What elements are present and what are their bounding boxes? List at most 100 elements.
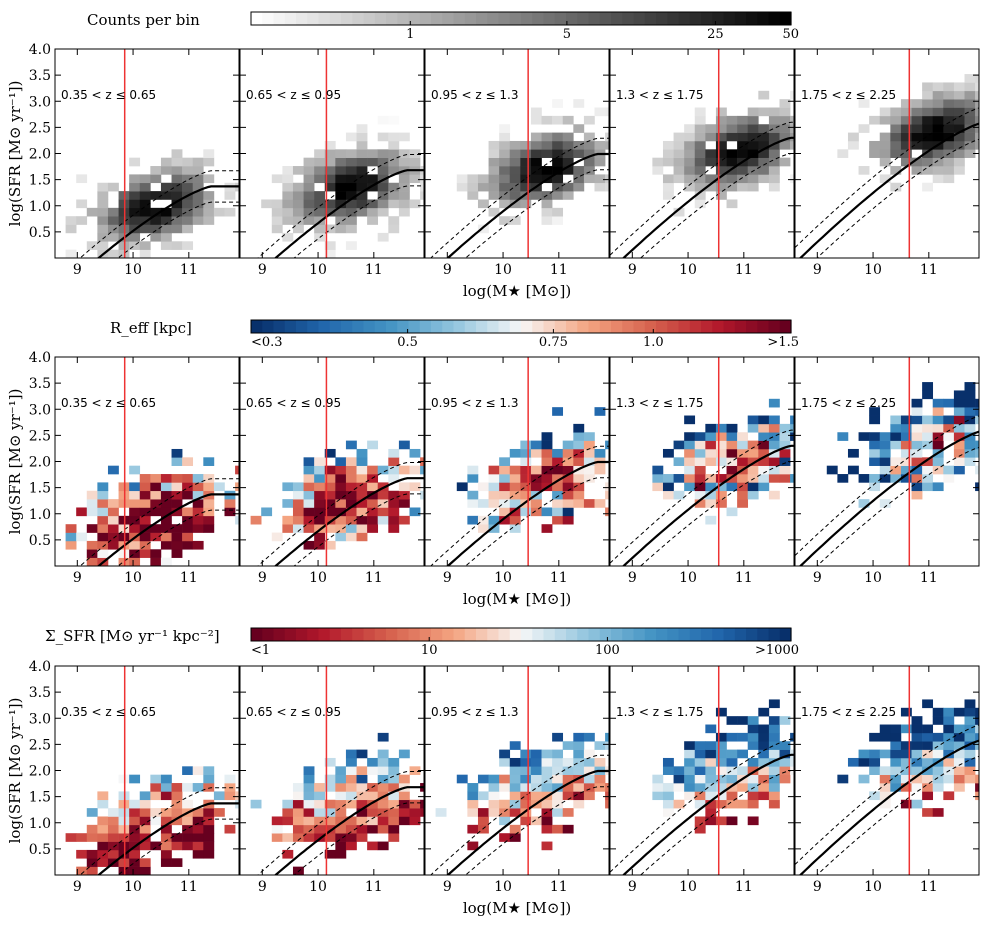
heatmap-cell bbox=[541, 166, 553, 175]
colorbar-step bbox=[532, 12, 545, 25]
heatmap-cell bbox=[953, 732, 965, 742]
heatmap-cell bbox=[932, 783, 944, 792]
main-sequence-upper bbox=[795, 107, 979, 248]
heatmap-cell bbox=[747, 474, 759, 483]
heatmap-cell bbox=[779, 457, 791, 466]
heatmap-cell bbox=[768, 448, 780, 458]
colorbar-step bbox=[262, 320, 275, 333]
heatmap-cell bbox=[715, 766, 727, 775]
heatmap-cell bbox=[65, 224, 77, 234]
heatmap-cell bbox=[171, 499, 183, 508]
heatmap-cell bbox=[107, 507, 119, 517]
colorbar-step bbox=[734, 320, 747, 333]
heatmap-cell bbox=[182, 490, 194, 500]
heatmap-cell bbox=[726, 732, 738, 742]
heatmap-cell bbox=[139, 841, 151, 851]
heatmap-cell bbox=[911, 99, 923, 108]
heatmap-cell bbox=[694, 482, 706, 492]
colorbar-step bbox=[757, 628, 770, 641]
heatmap-cell bbox=[499, 474, 511, 483]
heatmap-cell bbox=[726, 799, 738, 809]
colorbar-step bbox=[622, 320, 635, 333]
redshift-label: 1.3 < z ≤ 1.75 bbox=[616, 88, 703, 102]
heatmap-cell bbox=[552, 732, 564, 742]
heatmap-cell bbox=[890, 423, 902, 433]
heatmap-cell bbox=[203, 191, 215, 200]
heatmap-cell bbox=[488, 774, 500, 784]
main-sequence-lower bbox=[117, 201, 239, 258]
heatmap-cell bbox=[139, 241, 151, 250]
heatmap-cell bbox=[594, 741, 606, 750]
heatmap-cell bbox=[605, 174, 609, 184]
heatmap-cell bbox=[129, 774, 141, 784]
heatmap-cell bbox=[573, 749, 585, 759]
main-sequence-upper bbox=[79, 478, 239, 566]
heatmap-cell bbox=[583, 783, 595, 792]
heatmap-cell bbox=[150, 841, 162, 851]
y-tick-label: 4.0 bbox=[29, 659, 51, 675]
heatmap-cell bbox=[541, 749, 553, 759]
colorbar-step bbox=[408, 628, 421, 641]
heatmap-cell bbox=[975, 465, 979, 475]
heatmap-cell bbox=[182, 199, 194, 209]
heatmap-cell bbox=[182, 532, 194, 542]
heatmap-cell bbox=[97, 216, 109, 225]
heatmap-cell bbox=[224, 191, 236, 200]
heatmap-cell bbox=[377, 232, 389, 242]
heatmap-cell bbox=[932, 707, 944, 717]
heatmap-cell bbox=[139, 524, 151, 533]
heatmap-cell bbox=[97, 540, 109, 550]
heatmap-cell bbox=[869, 415, 881, 425]
heatmap-cell bbox=[139, 182, 151, 192]
heatmap-cell bbox=[499, 482, 511, 492]
heatmap-cell bbox=[726, 157, 738, 167]
heatmap-cell bbox=[224, 507, 236, 517]
heatmap-cell bbox=[594, 174, 606, 184]
heatmap-cell bbox=[943, 82, 955, 92]
heatmap-cell bbox=[922, 808, 934, 817]
heatmap-cell bbox=[726, 124, 738, 133]
heatmap-cell bbox=[879, 174, 891, 184]
heatmap-cell bbox=[943, 124, 955, 133]
heatmap-cell bbox=[192, 524, 204, 533]
panel-content bbox=[795, 49, 979, 258]
colorbar-step bbox=[397, 628, 410, 641]
heatmap-cell bbox=[65, 216, 77, 225]
heatmap-cell bbox=[261, 507, 273, 517]
colorbar-step bbox=[251, 12, 263, 25]
heatmap-cell bbox=[758, 440, 770, 450]
heatmap-cell bbox=[932, 457, 944, 466]
heatmap-cell bbox=[605, 182, 609, 192]
heatmap-cell bbox=[932, 774, 944, 784]
heatmap-cell bbox=[694, 766, 706, 775]
heatmap-cell bbox=[662, 474, 674, 483]
heatmap-cell bbox=[160, 499, 172, 508]
heatmap-cell bbox=[499, 816, 511, 826]
heatmap-cell bbox=[345, 440, 357, 450]
heatmap-cell bbox=[356, 824, 368, 834]
main-sequence-upper bbox=[795, 415, 979, 556]
heatmap-cell bbox=[694, 791, 706, 801]
x-tick-label: 9 bbox=[813, 879, 822, 895]
heatmap-cell bbox=[694, 174, 706, 184]
heatmap-cell bbox=[943, 749, 955, 759]
heatmap-cell bbox=[345, 757, 357, 767]
heatmap-cell bbox=[282, 216, 294, 225]
x-tick-label: 9 bbox=[73, 262, 82, 278]
heatmap-cell bbox=[715, 732, 727, 742]
heatmap-cell bbox=[541, 149, 553, 158]
heatmap-cell bbox=[520, 774, 532, 784]
heatmap-cell bbox=[747, 107, 759, 117]
heatmap-cell bbox=[758, 783, 770, 792]
heatmap-cell bbox=[203, 849, 215, 859]
colorbar-step bbox=[656, 320, 668, 333]
heatmap-cell bbox=[911, 716, 923, 725]
heatmap-cell bbox=[271, 532, 283, 542]
heatmap-cell bbox=[377, 816, 389, 826]
heatmap-cell bbox=[758, 757, 770, 767]
heatmap-cell bbox=[192, 174, 204, 184]
heatmap-cell bbox=[594, 757, 606, 767]
x-tick-label: 9 bbox=[813, 262, 822, 278]
heatmap-cell bbox=[922, 390, 934, 400]
heatmap-cell bbox=[790, 124, 794, 133]
